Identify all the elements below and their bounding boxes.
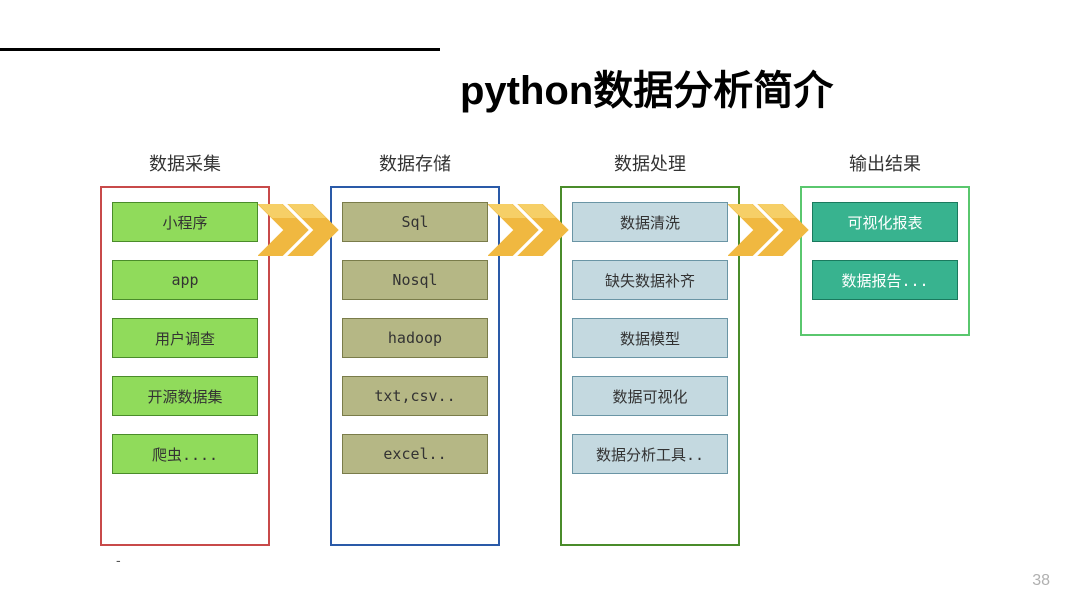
list-item: excel.. <box>342 434 488 474</box>
list-item: 小程序 <box>112 202 258 242</box>
header-line <box>0 48 440 51</box>
list-item: 数据分析工具.. <box>572 434 728 474</box>
flow-diagram: 数据采集小程序 app 用户调查开源数据集爬虫.... 数据存储 Sql Nosql had… <box>80 150 1000 555</box>
list-item: Sql <box>342 202 488 242</box>
column-box: 数据清洗缺失数据补齐数据模型数据可视化数据分析工具.. <box>560 186 740 546</box>
column-1: 数据存储 Sql Nosql hadoop txt,csv.. excel.. <box>330 150 500 546</box>
list-item: 用户调查 <box>112 318 258 358</box>
column-title: 数据存储 <box>330 150 500 176</box>
column-2: 数据处理数据清洗缺失数据补齐数据模型数据可视化数据分析工具.. <box>560 150 740 546</box>
footer-dash: - <box>116 552 121 568</box>
list-item: 数据报告... <box>812 260 958 300</box>
list-item: 缺失数据补齐 <box>572 260 728 300</box>
list-item: 数据模型 <box>572 318 728 358</box>
column-title: 数据处理 <box>560 150 740 176</box>
list-item: 开源数据集 <box>112 376 258 416</box>
list-item: 可视化报表 <box>812 202 958 242</box>
page-title: python数据分析简介 <box>460 58 833 116</box>
list-item: hadoop <box>342 318 488 358</box>
column-box: 小程序 app 用户调查开源数据集爬虫.... <box>100 186 270 546</box>
list-item: Nosql <box>342 260 488 300</box>
list-item: app <box>112 260 258 300</box>
column-box: Sql Nosql hadoop txt,csv.. excel.. <box>330 186 500 546</box>
column-title: 数据采集 <box>100 150 270 176</box>
list-item: 爬虫.... <box>112 434 258 474</box>
list-item: 数据可视化 <box>572 376 728 416</box>
list-item: txt,csv.. <box>342 376 488 416</box>
column-title: 输出结果 <box>800 150 970 176</box>
column-box: 可视化报表数据报告... <box>800 186 970 336</box>
column-0: 数据采集小程序 app 用户调查开源数据集爬虫.... <box>100 150 270 546</box>
list-item: 数据清洗 <box>572 202 728 242</box>
page-number: 38 <box>1032 572 1050 590</box>
column-3: 输出结果可视化报表数据报告... <box>800 150 970 336</box>
